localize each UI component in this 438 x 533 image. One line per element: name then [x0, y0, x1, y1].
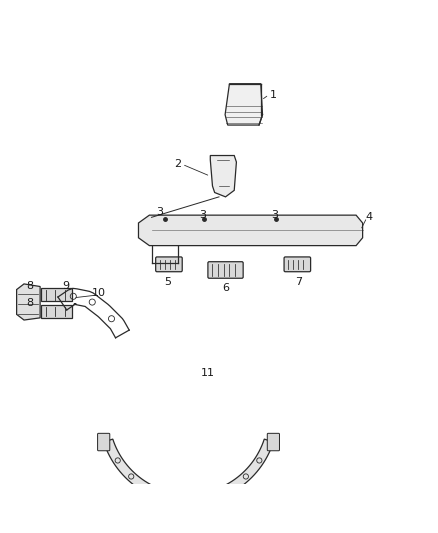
FancyBboxPatch shape — [267, 433, 279, 451]
Text: 11: 11 — [201, 368, 215, 378]
FancyBboxPatch shape — [284, 257, 311, 272]
Polygon shape — [41, 305, 72, 318]
Polygon shape — [41, 288, 72, 301]
FancyBboxPatch shape — [208, 262, 243, 278]
Polygon shape — [138, 215, 363, 246]
Polygon shape — [225, 84, 262, 125]
Text: 3: 3 — [156, 207, 163, 217]
Text: 2: 2 — [174, 159, 181, 169]
Text: 9: 9 — [62, 281, 69, 291]
Polygon shape — [17, 284, 40, 320]
Text: 3: 3 — [199, 210, 206, 220]
FancyBboxPatch shape — [155, 257, 182, 272]
Text: 8: 8 — [26, 281, 33, 291]
Text: 1: 1 — [270, 90, 277, 100]
Polygon shape — [210, 156, 237, 197]
Text: 6: 6 — [222, 283, 229, 293]
Text: 10: 10 — [92, 288, 106, 297]
Text: 5: 5 — [164, 277, 171, 287]
FancyBboxPatch shape — [98, 433, 110, 451]
Text: 7: 7 — [295, 277, 302, 287]
Text: 4: 4 — [366, 212, 373, 222]
Text: 3: 3 — [271, 210, 278, 220]
Text: 8: 8 — [26, 297, 33, 308]
Polygon shape — [104, 439, 273, 504]
